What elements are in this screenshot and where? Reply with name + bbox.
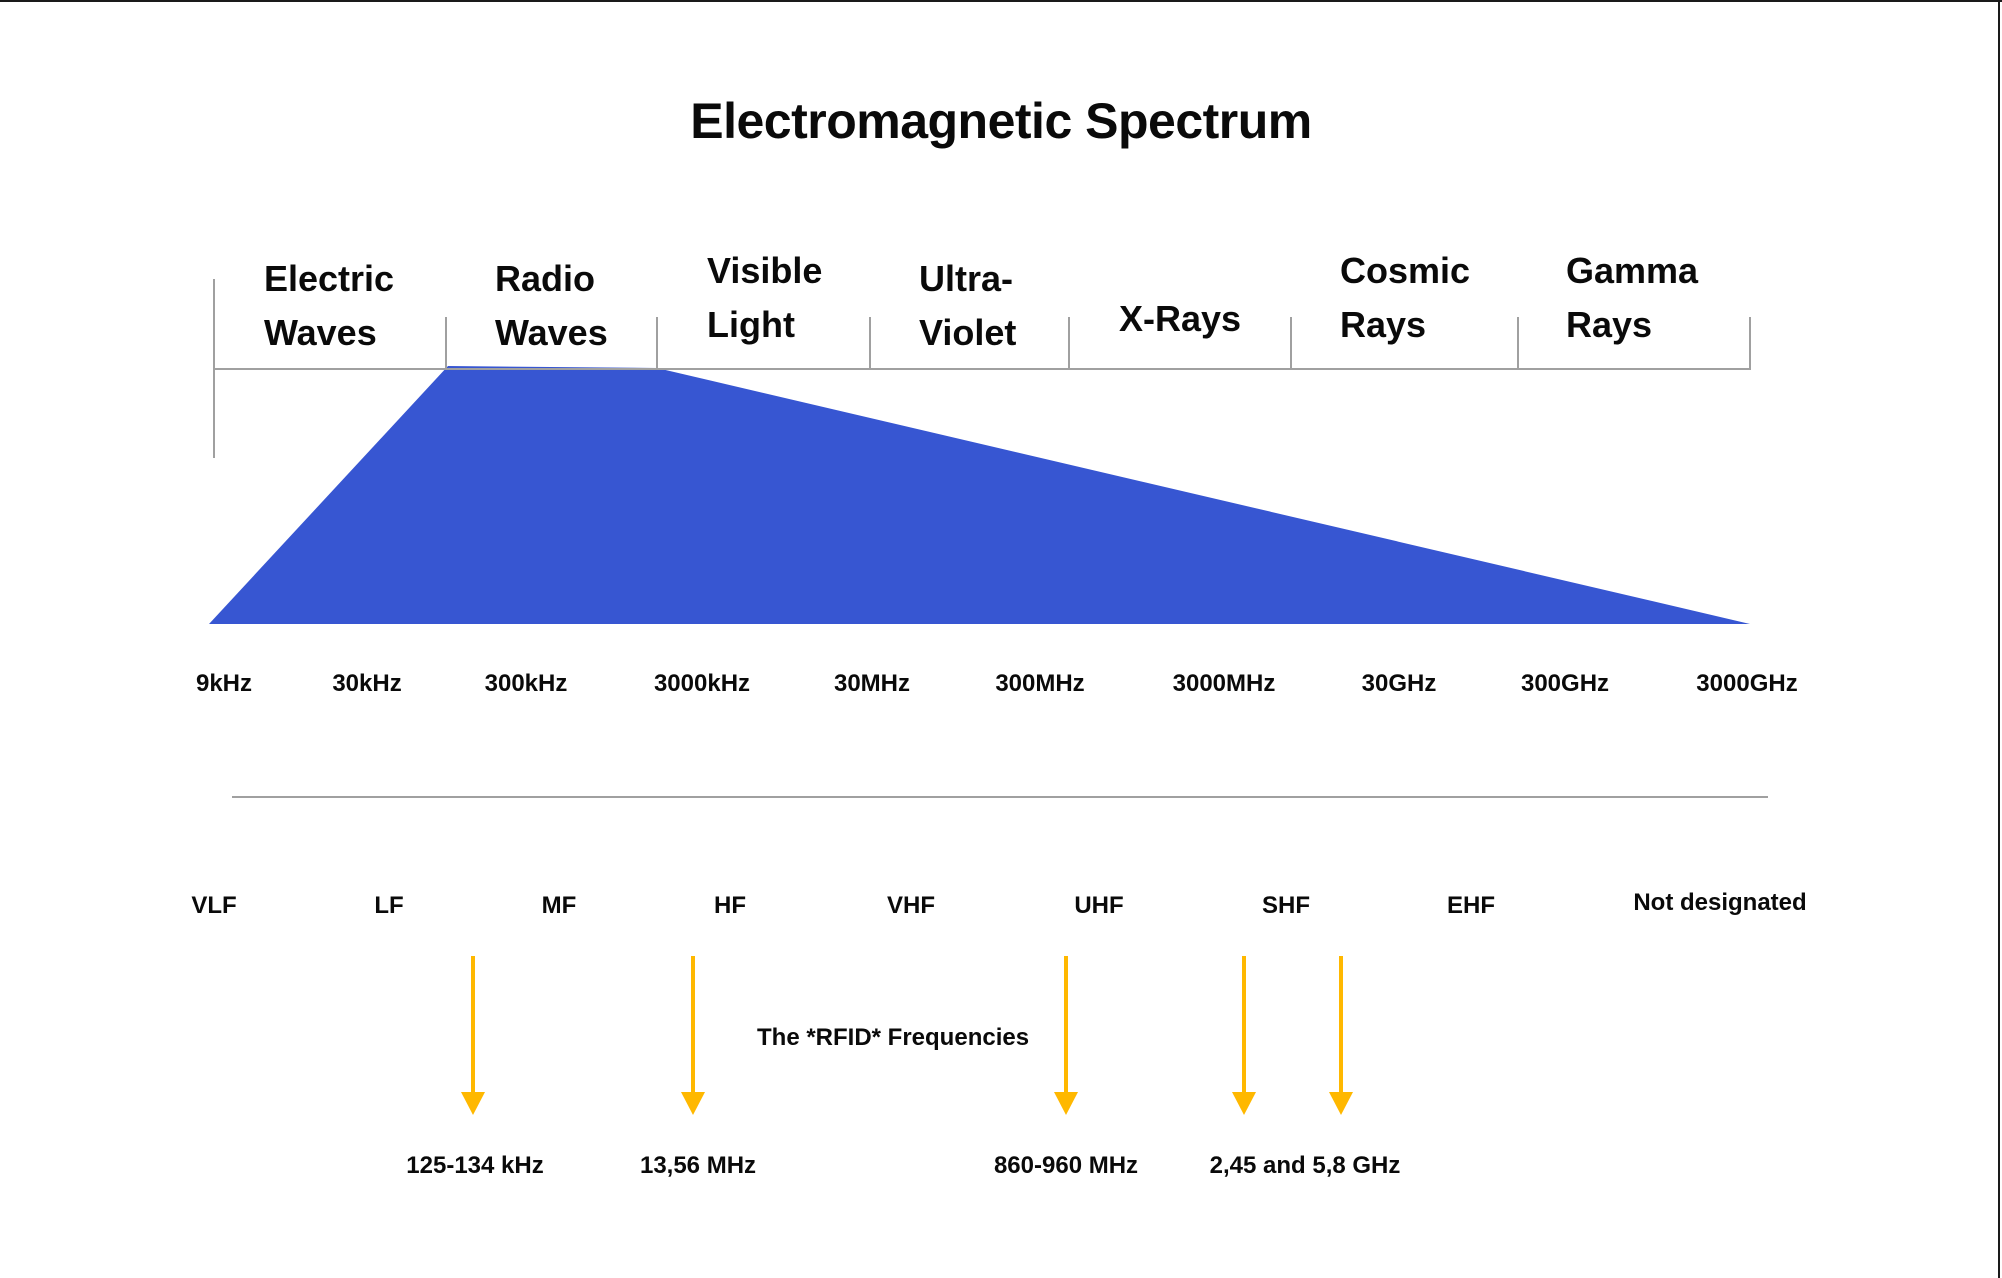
arrow-down-icon [461,956,485,1115]
freq-label: 300kHz [484,670,568,697]
designation-mf: MF [541,892,577,919]
band-label-ultra-violet: Ultra- Violet [919,252,1016,360]
band-label-line: Waves [495,312,608,353]
designation-ehf: EHF [1447,892,1495,919]
rfid-arrows [461,956,1353,1115]
spectrum-area [209,366,1750,624]
rfid-value-uhf: 860-960 MHz [993,1152,1139,1179]
band-axis [213,279,1751,458]
designation-shf: SHF [1262,892,1310,919]
diagram-title: Electromagnetic Spectrum [690,93,1312,149]
band-label-line: Waves [264,312,377,353]
band-label-line: Electric [264,258,395,299]
designation-not-designated: Not designated [1633,889,1807,916]
freq-label: 3000GHz [1696,670,1798,697]
freq-label: 9kHz [195,670,253,697]
designation-vhf: VHF [887,892,935,919]
frame-top-border [0,0,2002,2]
designation-lf: LF [374,892,404,919]
freq-label: 30kHz [332,670,402,697]
band-label-electric-waves: Electric Waves [264,252,394,360]
freq-label: 300MHz [995,670,1085,697]
band-label-line: X-Rays [1119,298,1242,339]
band-label-cosmic-rays: Cosmic Rays [1340,244,1470,352]
designation-hf: HF [714,892,746,919]
designation-vlf: VLF [191,892,237,919]
band-label-line: Rays [1340,304,1427,345]
arrow-down-icon [681,956,705,1115]
arrow-down-icon [1232,956,1256,1115]
rfid-value-shf: 2,45 and 5,8 GHz [1209,1152,1401,1179]
frame-right-border [1998,0,2000,1278]
band-label-line: Radio [495,258,596,299]
rfid-value-lf: 125-134 kHz [406,1152,544,1179]
designation-uhf: UHF [1074,892,1124,919]
band-label-line: Rays [1566,304,1653,345]
rfid-caption: The *RFID* Frequencies [757,1024,1030,1051]
arrow-down-icon [1329,956,1353,1115]
band-label-line: Gamma [1566,250,1699,291]
band-label-x-rays: X-Rays [1119,292,1241,346]
arrow-down-icon [1054,956,1078,1115]
band-label-line: Visible [707,250,823,291]
band-label-line: Light [707,304,795,345]
band-label-radio-waves: Radio Waves [495,252,608,360]
band-label-gamma-rays: Gamma Rays [1566,244,1698,352]
freq-label: 30GHz [1361,670,1437,697]
freq-label: 30MHz [833,670,911,697]
freq-label: 300GHz [1520,670,1610,697]
band-label-visible-light: Visible Light [707,244,822,352]
freq-label: 3000kHz [653,670,751,697]
band-label-line: Violet [919,312,1017,353]
band-label-line: Cosmic [1340,250,1471,291]
freq-label: 3000MHz [1172,670,1276,697]
rfid-value-hf: 13,56 MHz [639,1152,757,1179]
band-label-line: Ultra- [919,258,1014,299]
